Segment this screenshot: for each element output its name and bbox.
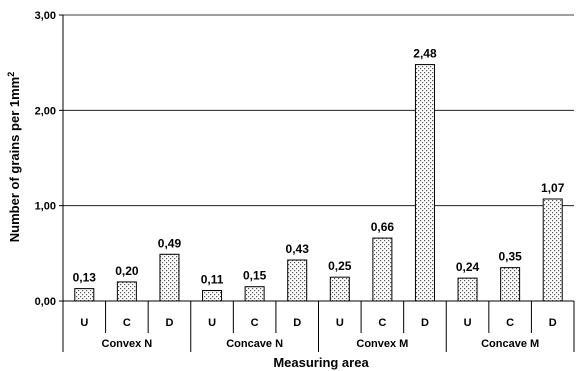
x-category-label: U xyxy=(464,317,472,329)
data-label: 0,35 xyxy=(498,250,522,264)
x-category-label: C xyxy=(506,317,514,329)
x-group-label: Convex N xyxy=(102,338,153,350)
bar xyxy=(542,198,563,302)
y-axis-title: Number of grains per 1mm2 xyxy=(6,72,22,242)
y-axis-title-superscript: 2 xyxy=(6,72,16,77)
bar xyxy=(457,277,478,302)
x-category-label: U xyxy=(208,317,216,329)
bar xyxy=(244,286,265,302)
x-category-label: C xyxy=(251,317,259,329)
data-label: 0,15 xyxy=(243,269,267,283)
x-axis-title: Measuring area xyxy=(273,355,369,370)
bar xyxy=(202,290,223,302)
data-label: 0,20 xyxy=(115,264,139,278)
y-tick-label: 3,00 xyxy=(35,10,56,22)
x-category-label: U xyxy=(336,317,344,329)
gridlines xyxy=(63,14,574,207)
bar xyxy=(116,281,137,302)
data-label: 0,25 xyxy=(328,259,352,273)
data-label: 0,13 xyxy=(73,271,97,285)
x-group-label: Concave N xyxy=(226,338,283,350)
bar xyxy=(159,253,180,302)
bar xyxy=(74,288,95,302)
x-category-label: D xyxy=(549,317,557,329)
x-group-label: Concave M xyxy=(481,338,539,350)
x-group-label: Convex M xyxy=(356,338,408,350)
data-label: 0,11 xyxy=(201,273,224,287)
x-category-label: C xyxy=(123,317,131,329)
bar xyxy=(500,267,521,302)
y-tick-label: 0,00 xyxy=(35,296,56,308)
data-label: 0,24 xyxy=(456,260,480,274)
x-axis-categories: U C D U C D U C D U C D Convex N Concave N Convex M Con… xyxy=(62,301,575,352)
bar xyxy=(414,64,435,302)
x-category-label: U xyxy=(80,317,88,329)
data-label: 0,66 xyxy=(371,220,395,234)
y-tick-label: 1,00 xyxy=(35,201,56,213)
x-category-label: C xyxy=(378,317,386,329)
data-label: 0,49 xyxy=(158,236,182,250)
x-category-label: D xyxy=(293,317,301,329)
y-tick-label: 2,00 xyxy=(35,105,56,117)
data-label: 0,43 xyxy=(286,242,310,256)
data-label: 2,48 xyxy=(413,47,437,61)
x-category-label: D xyxy=(165,317,173,329)
bar xyxy=(287,259,308,302)
bars xyxy=(74,64,563,302)
x-category-label: D xyxy=(421,317,429,329)
bar xyxy=(329,276,350,302)
data-label: 1,07 xyxy=(541,181,565,195)
data-labels: 0,13 0,20 0,49 0,11 0,15 0,43 0,25 0,66 2,48 0,24… xyxy=(73,47,565,287)
bar xyxy=(372,237,393,302)
y-axis-title-main: Number of grains per 1mm xyxy=(7,77,22,242)
